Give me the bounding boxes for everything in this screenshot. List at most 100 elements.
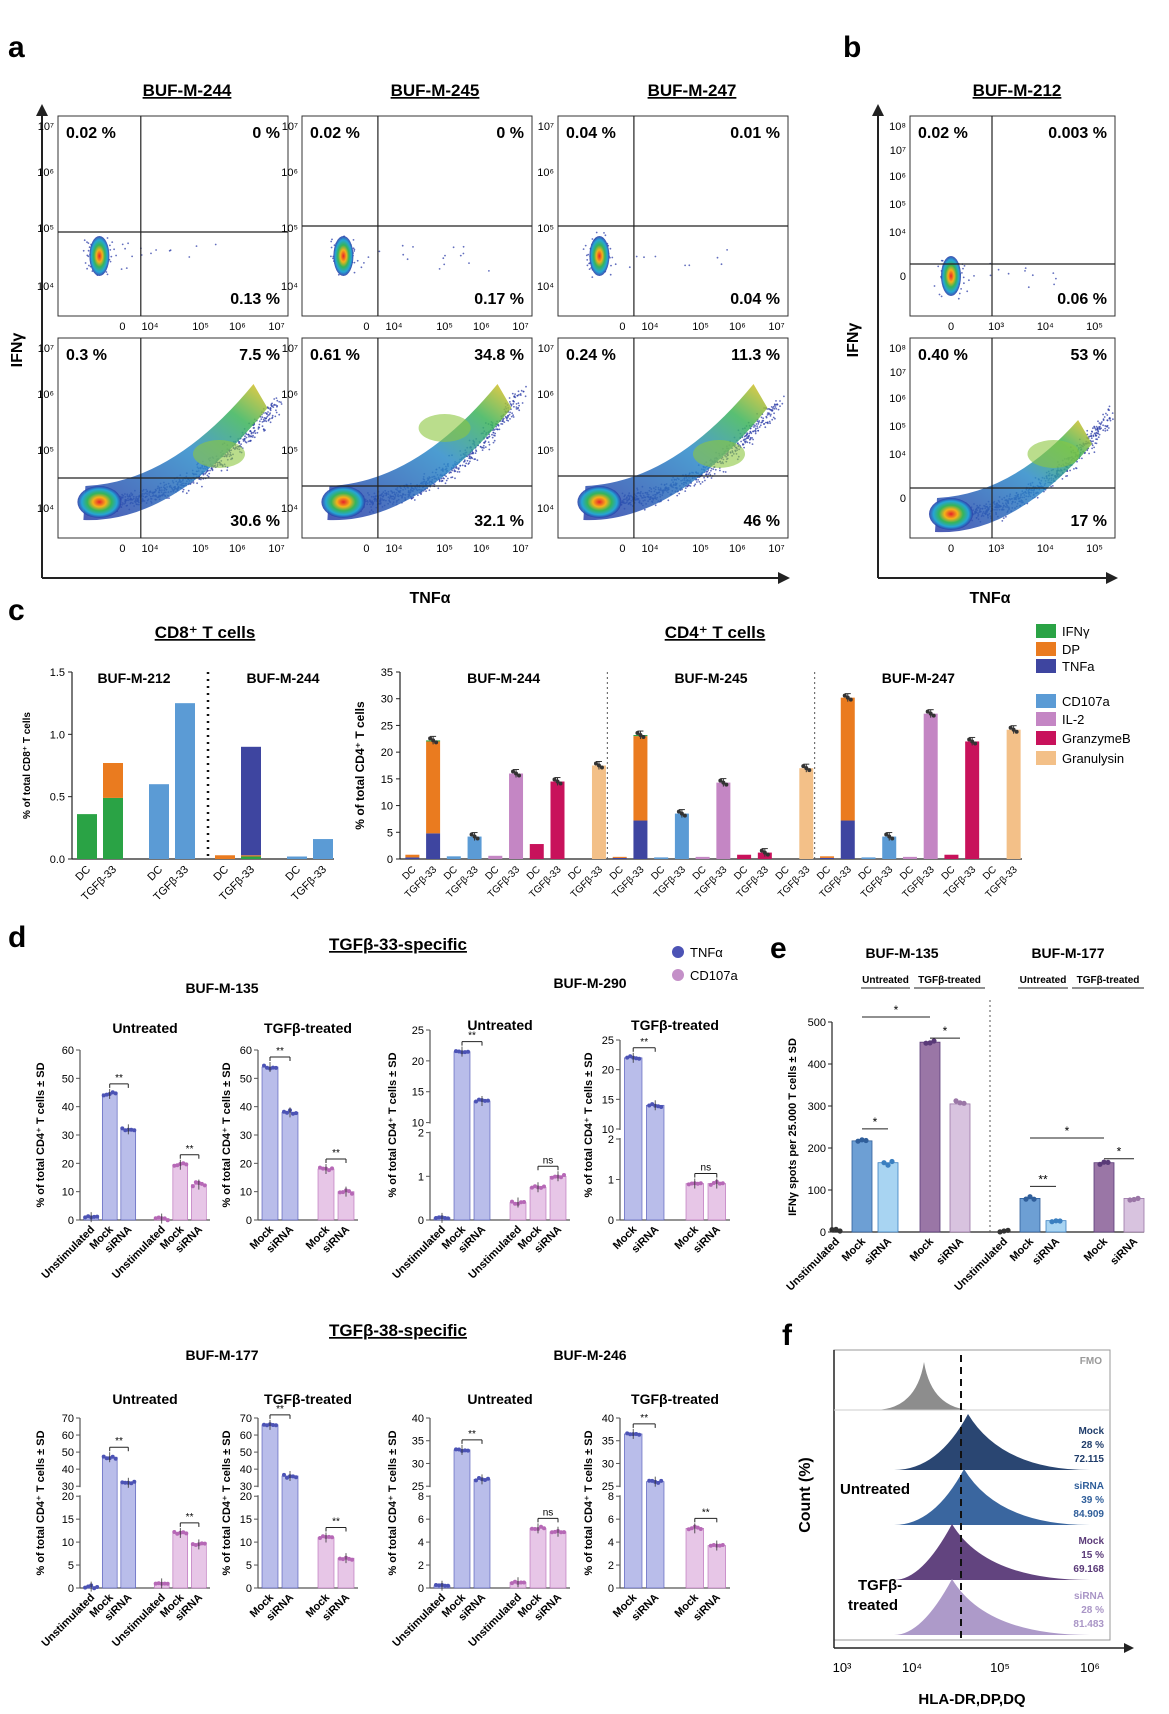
flow-event [1102, 413, 1104, 416]
flow-event [185, 492, 188, 495]
y-axis-label-b: IFNγ [845, 323, 862, 358]
x-tick: 10⁵ [1086, 543, 1103, 555]
d-ylabel: % of total CD4⁺ T cells ± SD [583, 1430, 595, 1575]
replicate-dot [113, 1456, 118, 1461]
y-tick-label: 25 [602, 1035, 614, 1047]
x-tick: 10⁵ [192, 321, 209, 333]
y-tick-label: 0.0 [50, 854, 65, 866]
bar-tnfa [426, 833, 441, 859]
y-tick-label: 35 [381, 667, 393, 679]
flow-event [961, 272, 963, 274]
bar [101, 1093, 118, 1221]
flow-event [757, 421, 760, 424]
flow-event [719, 469, 721, 472]
x-tick: 10⁵ [436, 321, 453, 333]
y-tick-label: 15 [412, 1087, 424, 1099]
flow-event [207, 475, 210, 478]
y-tick-label: 50 [62, 1073, 74, 1085]
x-tick: 10⁵ [692, 321, 709, 333]
quad-ul: 0.40 % [918, 347, 968, 364]
flow-event [265, 420, 268, 423]
flow-event [762, 419, 765, 422]
replicate-dot [285, 1110, 289, 1115]
flow-event [259, 420, 261, 423]
flow-event [933, 285, 936, 287]
replicate-dot [434, 740, 439, 745]
flow-event [406, 258, 409, 261]
flow-event [701, 481, 704, 483]
flow-event [768, 420, 771, 423]
flow-event [331, 238, 333, 241]
bar-tnfa [241, 746, 261, 856]
legend-dot-cd107 [672, 969, 684, 981]
x-tick-label: DC [145, 864, 165, 884]
flow-event [192, 482, 195, 484]
flow-event [260, 418, 263, 420]
flow-plot-4: 0.3 % 7.5 % 30.6 % 10⁴ 10⁵ 10⁶ 10⁷ 0 10⁴ 10⁵ 10⁶ 10… [37, 337, 289, 555]
flow-event [510, 415, 513, 418]
replicate-dot [837, 1228, 843, 1234]
flow-event [770, 406, 773, 408]
flow-plot-frame [557, 115, 789, 317]
e-sample-title: BUF-M-177 [1031, 945, 1104, 961]
flow-event [265, 412, 268, 415]
y-tick-label: 20 [62, 1158, 74, 1170]
flow-event [330, 255, 332, 258]
y-tick-label: 100 [808, 1185, 826, 1197]
flow-event [706, 470, 709, 473]
bar [851, 1140, 873, 1233]
bar-dp [405, 854, 420, 858]
y-tick-label: 25 [381, 720, 393, 732]
flow-event [757, 423, 760, 425]
flow-event [938, 293, 941, 296]
flow-event [1112, 418, 1114, 421]
flow-event [1090, 433, 1092, 435]
flow-event [710, 469, 712, 472]
flow-event [264, 419, 266, 422]
flow-event [155, 249, 158, 251]
flow-event [512, 414, 514, 417]
flow-event [1053, 283, 1055, 286]
hist-track-mfi: 69.168 [1073, 1564, 1104, 1575]
flow-event [261, 425, 264, 428]
flow-event [244, 440, 247, 443]
flow-event [258, 423, 261, 426]
flow-density-core [333, 236, 354, 276]
flow-event [267, 419, 270, 422]
quad-ul: 0.02 % [66, 125, 116, 142]
flow-event [468, 462, 470, 464]
hist-ylabel: Count (%) [797, 1457, 814, 1533]
replicate-dot [517, 773, 522, 778]
replicate-dot [95, 1214, 100, 1219]
flow-event [437, 487, 440, 490]
y-tick-label: 15 [381, 774, 393, 786]
flow-event [1086, 429, 1089, 432]
x-tick: 10⁷ [768, 321, 784, 333]
c-cd4-group-title: BUF-M-244 [467, 670, 540, 686]
panel-label-c: c [8, 594, 25, 627]
flow-event [722, 470, 725, 473]
replicate-dot [330, 1166, 334, 1171]
bar [919, 1041, 941, 1233]
bar [646, 1104, 665, 1221]
replicate-dot [132, 1128, 137, 1133]
flow-event [444, 482, 447, 485]
flow-event [1107, 427, 1110, 429]
flow-plot-3: 0.04 % 0.01 % 0.04 % 10⁴ 10⁵ 10⁶ 10⁷ 0 10⁴ 10⁵ 10⁶… [537, 115, 789, 333]
flow-event [707, 473, 710, 476]
flow-event [521, 402, 524, 404]
flow-event [1088, 452, 1090, 455]
replicate-dot [889, 1158, 895, 1165]
flow-event [444, 254, 446, 257]
flow-event [1027, 286, 1030, 289]
bar [101, 1456, 118, 1589]
bar-dp [241, 855, 261, 857]
quad-ur: 0.01 % [730, 125, 780, 142]
x-tick: 10⁴ [1037, 321, 1054, 333]
c-cd8-ylabel: % of total CD8⁺ T cells [22, 712, 33, 819]
y-tick-label: 5 [68, 1560, 74, 1572]
flow-event [253, 430, 256, 433]
replicate-dot [475, 836, 480, 841]
replicate-dot [350, 1191, 354, 1196]
y-tick: 10⁵ [889, 199, 906, 211]
